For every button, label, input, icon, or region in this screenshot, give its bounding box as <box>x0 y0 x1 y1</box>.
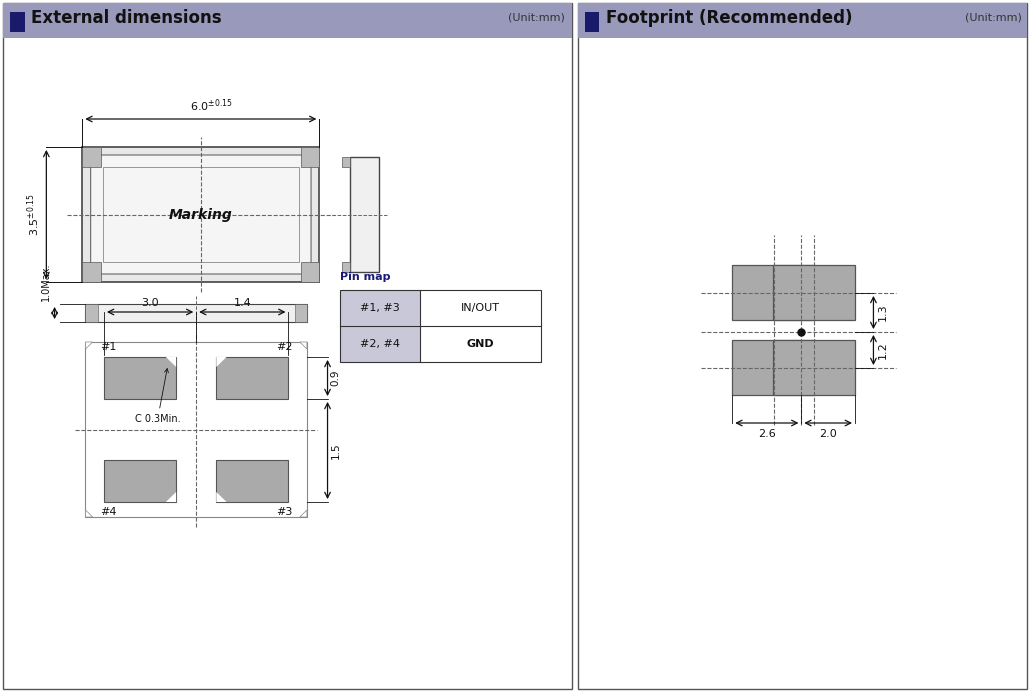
Bar <box>772 265 855 320</box>
Text: #2: #2 <box>276 342 293 352</box>
Polygon shape <box>85 342 93 349</box>
Bar <box>85 342 307 517</box>
Bar <box>104 460 176 502</box>
Bar <box>301 262 319 282</box>
Text: C 0.3Min.: C 0.3Min. <box>135 369 180 424</box>
Bar <box>342 157 350 167</box>
Bar <box>82 262 101 282</box>
Bar <box>3 3 572 38</box>
Text: (Unit:mm): (Unit:mm) <box>508 13 564 23</box>
Bar <box>82 147 319 282</box>
Bar <box>10 12 25 32</box>
Text: 1.2: 1.2 <box>878 341 888 359</box>
Polygon shape <box>216 492 227 502</box>
Text: IN/OUT: IN/OUT <box>461 303 500 313</box>
Bar <box>104 357 176 399</box>
Bar <box>772 340 855 395</box>
Bar <box>732 265 815 320</box>
Bar <box>85 304 307 322</box>
Bar <box>295 304 307 322</box>
Text: Pin map: Pin map <box>340 272 390 282</box>
Text: 6.0$^{\pm0.15}$: 6.0$^{\pm0.15}$ <box>190 98 233 114</box>
Text: #1, #3: #1, #3 <box>360 303 400 313</box>
Text: 1.4: 1.4 <box>234 298 251 308</box>
Bar <box>216 460 288 502</box>
Text: #2, #4: #2, #4 <box>360 339 400 349</box>
Text: #4: #4 <box>100 507 116 517</box>
Polygon shape <box>166 357 176 367</box>
Text: #3: #3 <box>276 507 293 517</box>
Text: 0.9: 0.9 <box>331 370 341 386</box>
Text: GND: GND <box>467 339 494 349</box>
Bar <box>82 147 101 167</box>
Bar <box>340 290 541 362</box>
Polygon shape <box>85 510 93 517</box>
Bar <box>350 157 379 272</box>
Text: 1.0Max.: 1.0Max. <box>40 262 50 301</box>
Text: 1.3: 1.3 <box>878 304 888 321</box>
Bar <box>85 304 98 322</box>
Text: 3.0: 3.0 <box>141 298 159 308</box>
Text: Marking: Marking <box>169 208 233 221</box>
Bar <box>585 12 599 32</box>
Bar <box>578 3 1027 38</box>
Bar <box>103 167 299 262</box>
Text: #1: #1 <box>100 342 116 352</box>
Bar <box>301 147 319 167</box>
Polygon shape <box>216 357 227 367</box>
Text: 1.5: 1.5 <box>331 442 341 459</box>
Text: (Unit:mm): (Unit:mm) <box>965 13 1022 23</box>
Text: External dimensions: External dimensions <box>31 9 221 27</box>
Bar <box>216 357 288 399</box>
Bar <box>342 262 350 272</box>
Text: Footprint (Recommended): Footprint (Recommended) <box>606 9 852 27</box>
Polygon shape <box>300 342 307 349</box>
Bar <box>340 290 420 326</box>
Bar <box>340 326 420 362</box>
Polygon shape <box>300 510 307 517</box>
Text: 2.0: 2.0 <box>819 429 837 439</box>
Bar <box>732 340 815 395</box>
Polygon shape <box>166 492 176 502</box>
Text: 3.5$^{\pm0.15}$: 3.5$^{\pm0.15}$ <box>26 193 42 236</box>
Text: 2.6: 2.6 <box>758 429 776 439</box>
FancyBboxPatch shape <box>91 155 311 274</box>
